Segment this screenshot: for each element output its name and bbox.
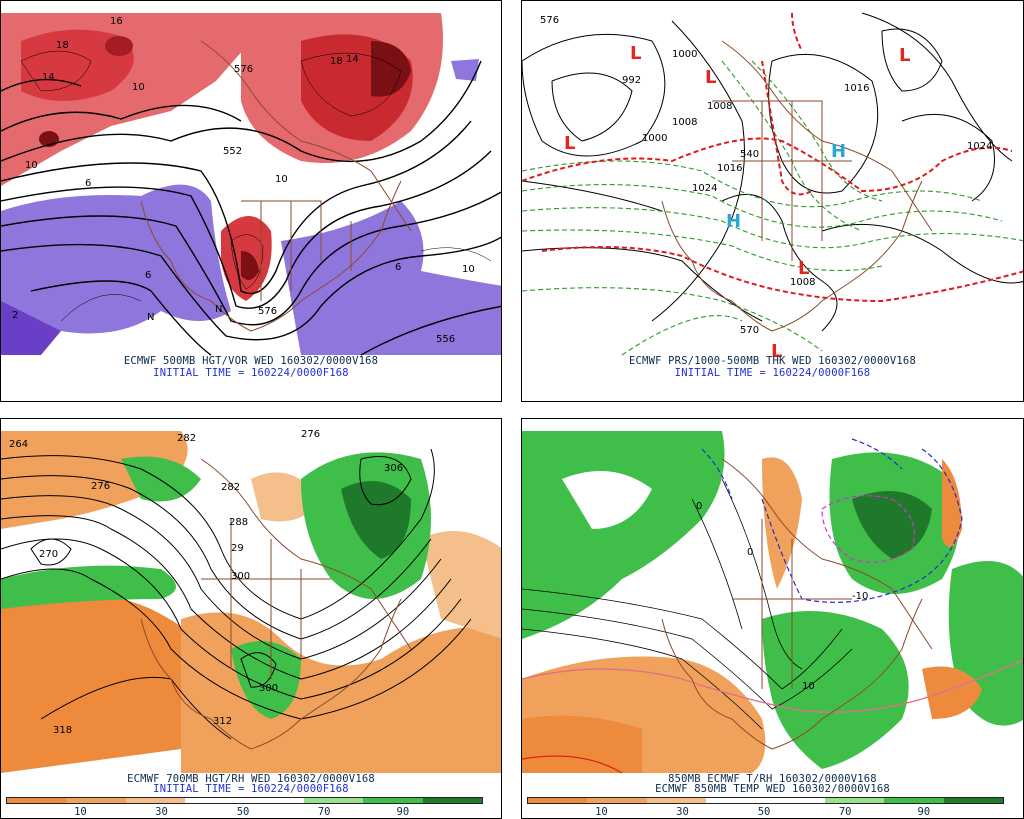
contour-label: 0 (747, 547, 753, 558)
colorbar-segment (303, 798, 364, 803)
contour-label: 1000 (642, 133, 667, 144)
colorbar-tick: 70 (317, 806, 331, 818)
contour-label: 1024 (692, 183, 717, 194)
colorbar-segment (125, 798, 186, 803)
low-marker-4: L (899, 45, 910, 66)
colorbar-segment (943, 798, 1003, 803)
contour-label: 288 (229, 517, 248, 528)
panel-500mb-subtitle: INITIAL TIME = 160224/0000F168 (153, 367, 349, 379)
panel-850mb-t-rh: 0 0 -10 10 850MB ECMWF T/RH 160302/0000V… (521, 418, 1024, 819)
contour-label: 1008 (707, 101, 732, 112)
contour-label: 992 (622, 75, 641, 86)
contour-label: 312 (213, 716, 232, 727)
high-marker-2: H (726, 211, 741, 232)
low-marker-5: L (798, 258, 809, 279)
colorbar-tick: 10 (74, 806, 87, 818)
contour-label: 1008 (672, 117, 697, 128)
contour-label: 29 (231, 543, 244, 554)
panel-500mb-hgt-vor: ECMWF 500MB HGT/VOR WED 160302/0000V168 … (0, 0, 502, 402)
panel-850mb-title: 850MB ECMWF T/RH 160302/0000V168 (668, 773, 877, 785)
colorbar-tick: 70 (838, 806, 852, 818)
contour-label: 282 (221, 482, 240, 493)
panel-700mb-subtitle: INITIAL TIME = 160224/0000F168 (153, 783, 349, 795)
colorbar-tick: 50 (236, 806, 250, 818)
vorticity-map (1, 13, 501, 356)
contour-label: 576 (540, 15, 559, 26)
t850-rh-map: 0 0 -10 10 (522, 431, 1023, 774)
contour-label: 276 (91, 481, 110, 492)
colorbar-tick: 30 (155, 806, 168, 818)
colorbar-segment (765, 798, 825, 803)
panel-prs-subtitle: INITIAL TIME = 160224/0000F168 (674, 367, 871, 379)
contour-label: 306 (384, 463, 403, 474)
contour-label: 1016 (717, 163, 742, 174)
low-marker-6: L (771, 341, 782, 362)
contour-label: 1008 (790, 277, 815, 288)
high-marker-1: H (831, 141, 846, 162)
contour-label: 570 (740, 325, 759, 336)
colorbar-tick: 30 (676, 806, 689, 818)
panel-850mb-subtitle: ECMWF 850MB TEMP WED 160302/0000V168 (655, 783, 890, 795)
colorbar-segment (185, 798, 245, 803)
pressure-thickness-map: L L L L L L H H 576 992 1000 1000 1008 1… (522, 12, 1023, 362)
contour-label: 1024 (967, 141, 992, 152)
contour-label: 264 (9, 439, 28, 450)
rh-colorbar (527, 797, 1004, 804)
colorbar-segment (422, 798, 482, 803)
colorbar-segment (646, 798, 707, 803)
panel-700mb-hgt-rh: 264 282 282 276 288 29 300 306 300 312 3… (0, 418, 502, 819)
contour-label: -10 (852, 591, 868, 602)
low-marker-1: L (630, 43, 641, 64)
colorbar-segment (7, 798, 67, 803)
contour-label: 318 (53, 725, 72, 736)
contour-label: 540 (740, 149, 759, 160)
rh-colorbar (6, 797, 483, 804)
contour-label: 1000 (672, 49, 697, 60)
colorbar-segment (244, 798, 304, 803)
colorbar-tick: 90 (396, 806, 410, 818)
contour-label: 276 (301, 429, 320, 440)
low-marker-3: L (564, 133, 575, 154)
panel-700mb-title: ECMWF 700MB HGT/RH WED 160302/0000V168 (127, 773, 375, 785)
contour-label: 282 (177, 433, 196, 444)
rh700-map: 264 282 282 276 288 29 300 306 300 312 3… (1, 429, 501, 773)
colorbar-segment (363, 798, 423, 803)
contour-label: 1016 (844, 83, 869, 94)
contour-label: 300 (259, 683, 278, 694)
panel-500mb-title: ECMWF 500MB HGT/VOR WED 160302/0000V168 (123, 355, 379, 367)
colorbar-segment (528, 798, 588, 803)
contour-label: 300 (231, 571, 250, 582)
colorbar-tick: 10 (595, 806, 608, 818)
low-marker-2: L (705, 67, 716, 88)
panel-prs-title: ECMWF PRS/1000-500MB THK WED 160302/0000… (629, 355, 916, 367)
colorbar-segment (884, 798, 944, 803)
colorbar-tick: 50 (757, 806, 771, 818)
colorbar-segment (66, 798, 126, 803)
colorbar-segment (706, 798, 766, 803)
contour-label: 270 (39, 549, 58, 560)
contour-label: 0 (696, 501, 702, 512)
colorbar-tick: 90 (917, 806, 931, 818)
colorbar-segment (824, 798, 885, 803)
colorbar-segment (587, 798, 647, 803)
contour-label: 10 (802, 681, 815, 692)
panel-prs-thk: L L L L L L H H 576 992 1000 1000 1008 1… (521, 0, 1024, 402)
